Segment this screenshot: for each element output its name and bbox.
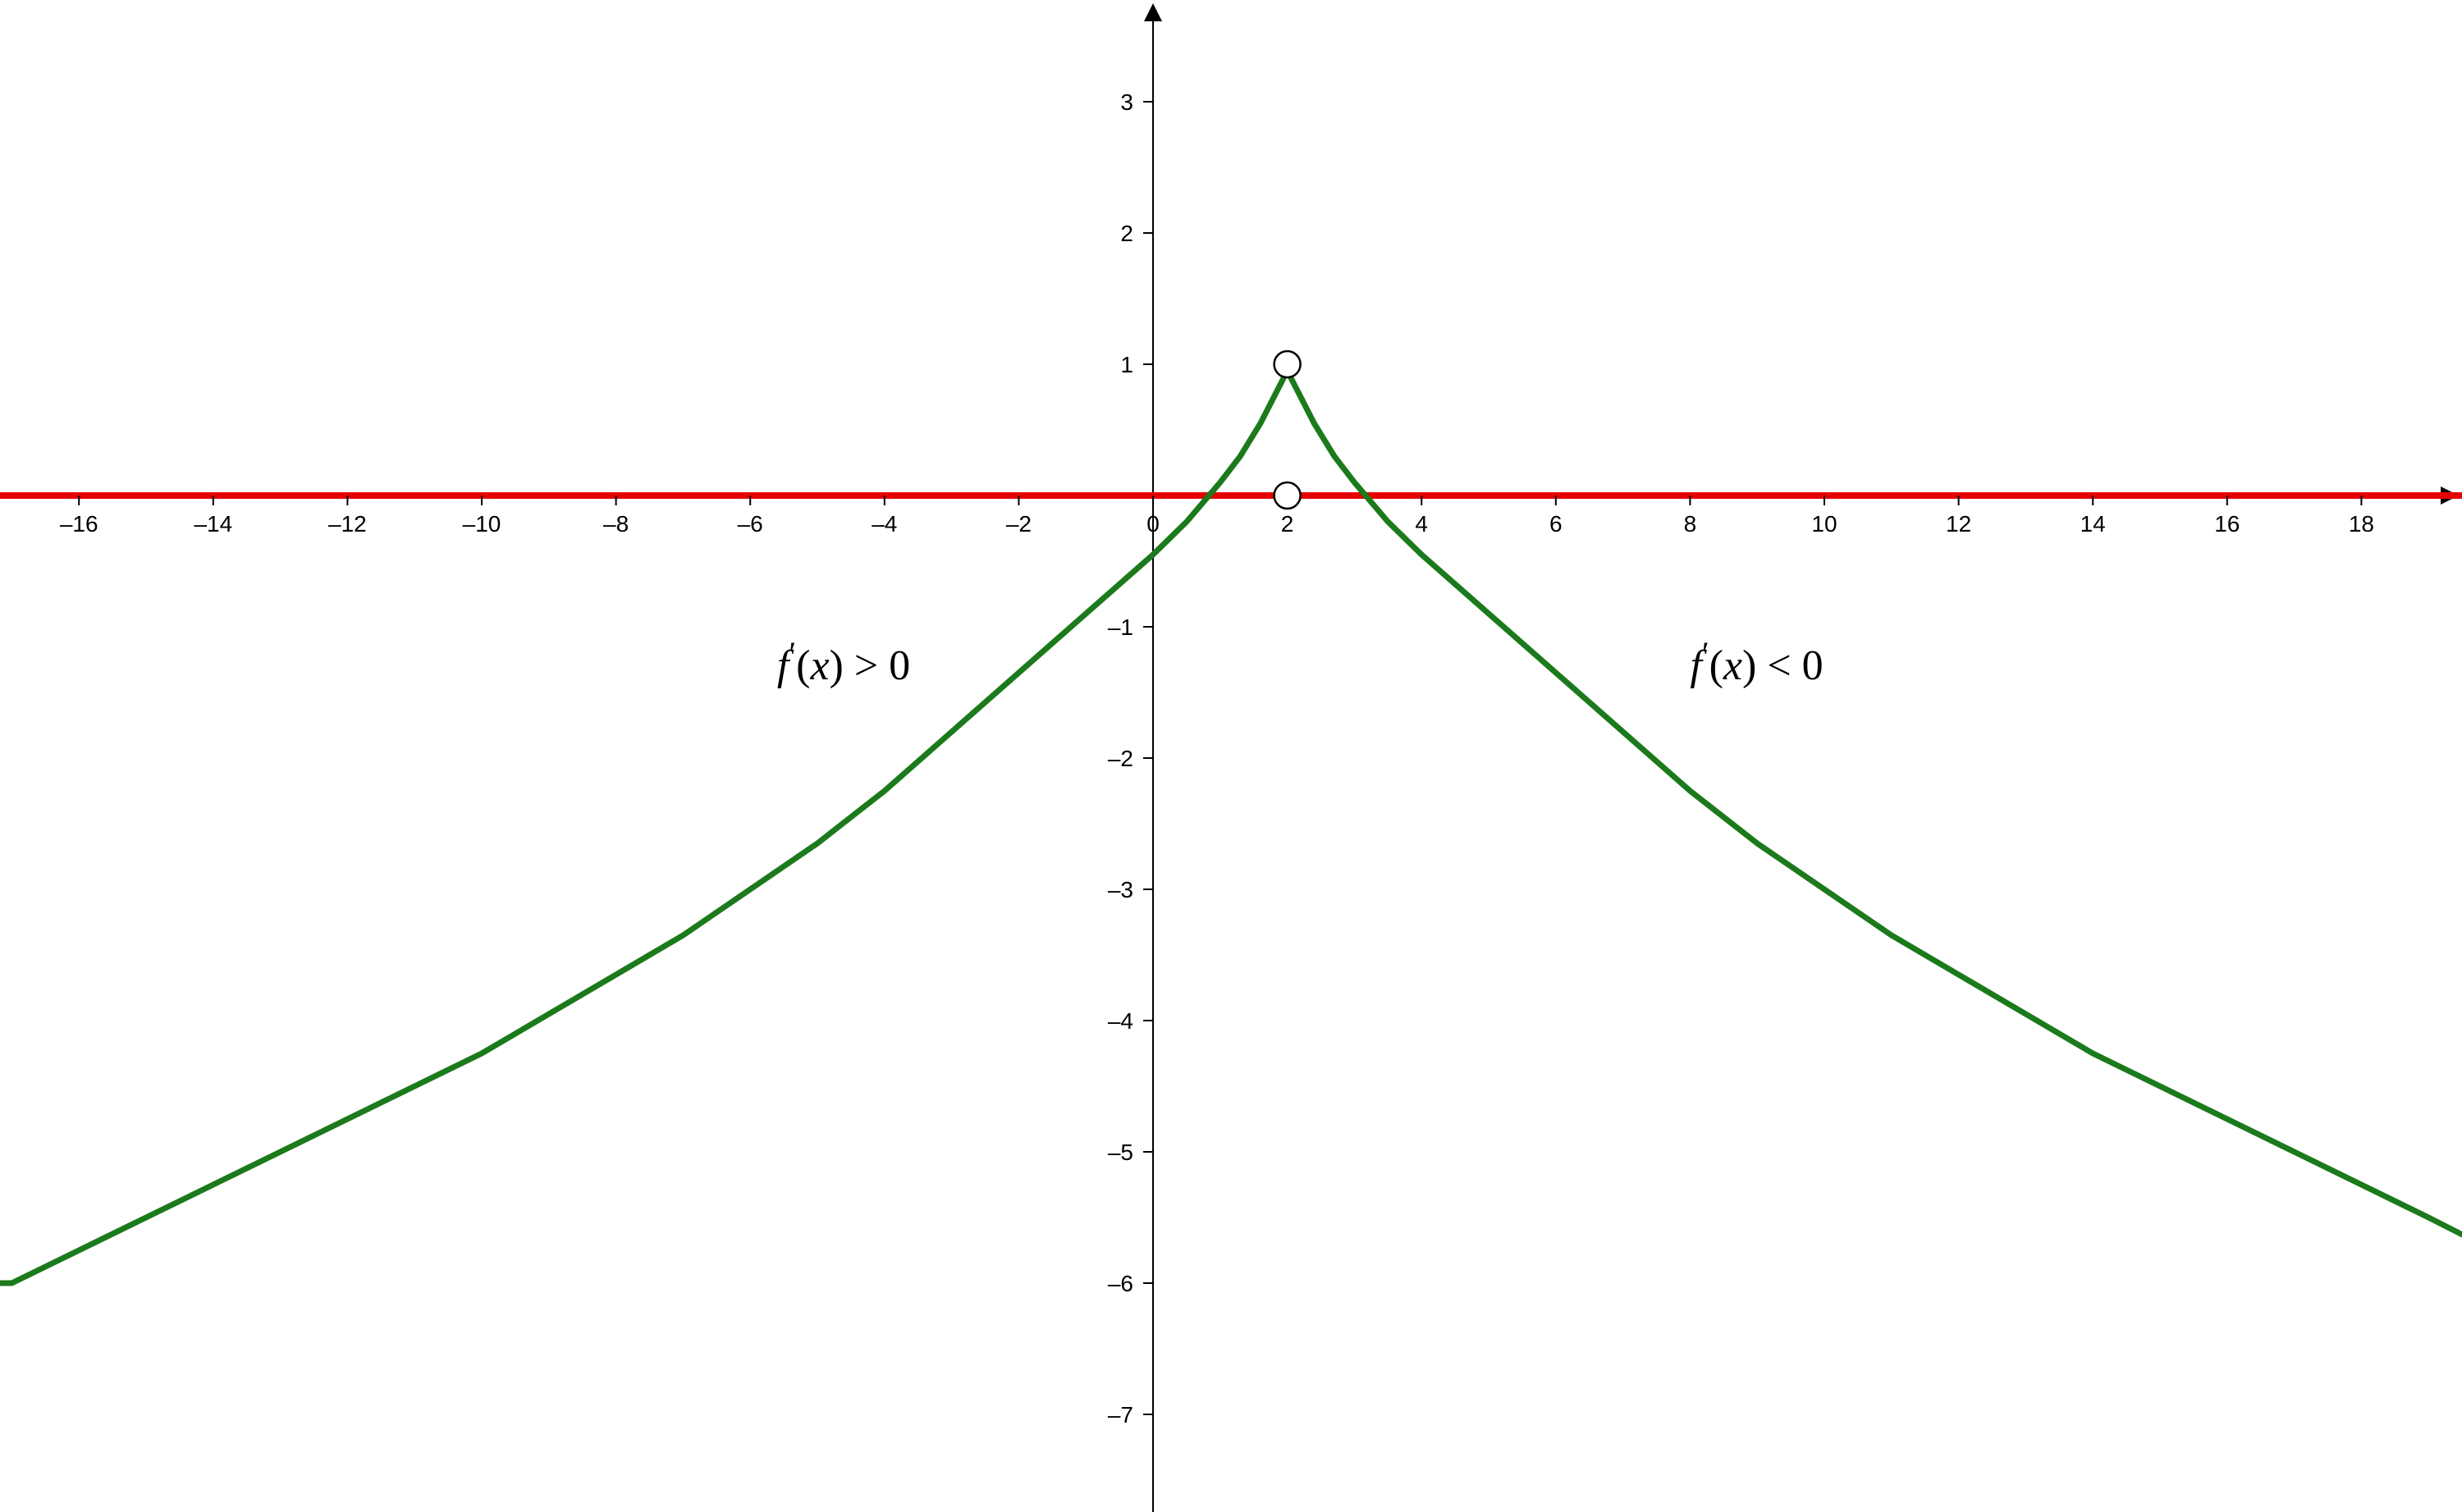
x-tick-label: 12: [1946, 511, 1971, 537]
y-tick-label: –5: [1108, 1140, 1133, 1165]
x-tick-label: 8: [1684, 511, 1697, 537]
function-chart: –16–14–12–10–8–6–4–2024681012141618–7–6–…: [0, 0, 2462, 1512]
y-tick-label: –4: [1108, 1008, 1133, 1034]
x-tick-label: 4: [1415, 511, 1428, 537]
x-tick-label: 0: [1146, 511, 1160, 537]
x-tick-label: –10: [463, 511, 501, 537]
y-axis-arrow: [1144, 3, 1162, 21]
x-tick-label: –4: [872, 511, 897, 537]
x-tick-label: 14: [2080, 511, 2106, 537]
x-tick-label: 2: [1281, 511, 1294, 537]
curve-right-branch: [1291, 377, 2462, 1235]
open-point: [1274, 351, 1301, 377]
x-tick-label: –16: [60, 511, 98, 537]
x-tick-label: 10: [1811, 511, 1837, 537]
x-tick-label: –8: [603, 511, 629, 537]
y-tick-label: 2: [1120, 221, 1133, 246]
x-tick-label: 16: [2214, 511, 2240, 537]
x-tick-label: 6: [1549, 511, 1563, 537]
y-tick-label: –6: [1108, 1271, 1133, 1296]
x-tick-label: –12: [328, 511, 367, 537]
y-tick-label: –1: [1108, 614, 1133, 640]
curve-left-branch: [0, 377, 1284, 1283]
y-tick-label: –3: [1108, 877, 1133, 902]
y-tick-label: 3: [1120, 89, 1133, 115]
x-tick-label: 18: [2349, 511, 2374, 537]
annotation-f-prime-negative: f′(x) < 0: [1690, 635, 1823, 689]
y-tick-label: 1: [1120, 352, 1133, 377]
y-tick-label: –2: [1108, 746, 1133, 771]
x-tick-label: –14: [194, 511, 232, 537]
x-tick-label: –2: [1006, 511, 1032, 537]
open-point: [1274, 482, 1301, 509]
y-tick-label: –7: [1108, 1402, 1133, 1427]
x-tick-label: –6: [738, 511, 763, 537]
annotation-f-prime-positive: f′(x) > 0: [777, 635, 910, 689]
